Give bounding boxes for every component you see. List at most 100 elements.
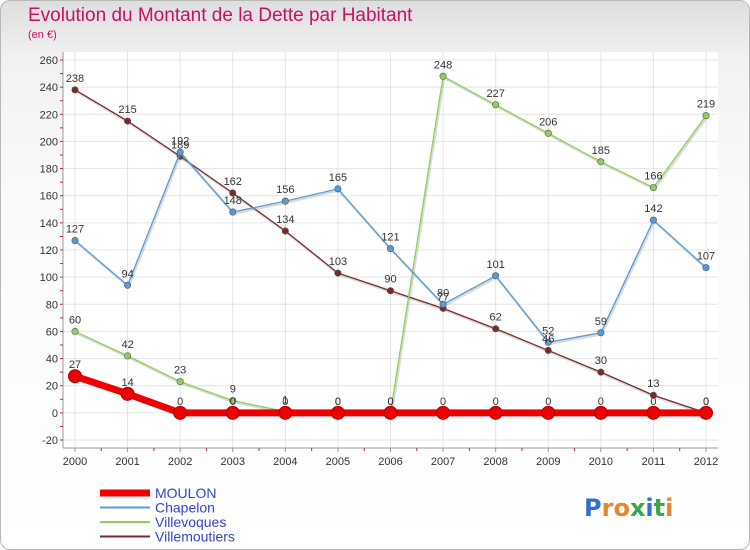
data-label-chapelon: 156: [276, 184, 294, 196]
y-tick-label: 20: [46, 381, 58, 393]
data-point-moulon: [278, 405, 293, 420]
data-point-villevoques: [492, 101, 500, 109]
data-label-chapelon: 127: [66, 224, 84, 236]
data-label-villemoutiers: 134: [276, 214, 294, 226]
y-tick-label: 140: [40, 218, 58, 230]
data-point-moulon: [436, 405, 451, 420]
data-label-moulon: 0: [282, 396, 288, 408]
logo-letter: t: [654, 494, 665, 522]
y-tick-label: 160: [40, 191, 58, 203]
logo-letter: P: [584, 494, 602, 522]
data-point-villevoques: [71, 327, 79, 335]
data-label-villevoques: 23: [174, 365, 186, 377]
data-label-villemoutiers: 90: [384, 274, 396, 286]
data-point-villemoutiers: [229, 189, 237, 197]
data-point-chapelon: [386, 245, 394, 253]
data-point-moulon: [383, 405, 398, 420]
y-tick-label: 220: [40, 109, 58, 121]
data-point-moulon: [225, 405, 240, 420]
data-label-chapelon: 192: [171, 135, 189, 147]
data-label-moulon: 27: [69, 359, 81, 371]
data-label-villemoutiers: 30: [595, 355, 607, 367]
data-point-chapelon: [71, 237, 79, 245]
data-label-chapelon: 148: [224, 195, 242, 207]
legend-label-villevoques: Villevoques: [155, 514, 226, 530]
data-point-moulon: [593, 405, 608, 420]
y-tick-label: -20: [42, 435, 58, 447]
data-point-villevoques: [544, 129, 552, 137]
x-tick-label: 2007: [431, 456, 455, 468]
data-point-villevoques: [597, 158, 605, 166]
data-label-villemoutiers: 215: [118, 104, 136, 116]
x-tick-label: 2011: [642, 456, 666, 468]
data-label-villevoques: 219: [697, 99, 715, 111]
data-label-villevoques: 60: [69, 314, 81, 326]
data-point-chapelon: [176, 148, 184, 156]
data-label-villevoques: 0: [335, 396, 341, 408]
data-label-villevoques: 166: [644, 171, 662, 183]
logo-letter: i: [645, 494, 653, 522]
data-label-moulon: 0: [230, 396, 236, 408]
logo-letter: i: [665, 494, 673, 522]
data-point-chapelon: [334, 185, 342, 193]
data-label-villevoques: 9: [230, 384, 236, 396]
data-label-chapelon: 121: [381, 232, 399, 244]
y-tick-label: 40: [46, 354, 58, 366]
data-label-chapelon: 142: [644, 203, 662, 215]
data-point-moulon: [699, 405, 713, 420]
data-point-chapelon: [544, 338, 552, 346]
data-point-villevoques: [229, 397, 237, 405]
data-point-moulon: [173, 405, 188, 420]
x-tick-label: 2009: [536, 456, 560, 468]
logo-letter: r: [602, 494, 614, 522]
data-point-chapelon: [281, 197, 289, 205]
data-point-villemoutiers: [386, 287, 394, 295]
x-tick-label: 2003: [221, 456, 245, 468]
data-label-villevoques: 227: [486, 88, 504, 100]
data-point-villemoutiers: [492, 325, 500, 333]
data-point-villemoutiers: [281, 227, 289, 235]
y-tick-label: 120: [40, 245, 58, 257]
data-label-villevoques: 42: [121, 339, 133, 351]
data-label-moulon: 14: [121, 377, 133, 389]
x-tick-label: 2010: [589, 456, 613, 468]
chart-subtitle: (en €): [28, 29, 57, 41]
data-point-villemoutiers: [124, 117, 132, 125]
logo-letter: o: [613, 494, 630, 522]
data-point-chapelon: [649, 216, 657, 224]
proxiti-logo: Proxiti: [584, 494, 673, 522]
logo-letter: x: [630, 494, 646, 522]
x-tick-label: 2008: [483, 456, 507, 468]
data-label-villemoutiers: 46: [542, 333, 554, 345]
data-label-villevoques: 248: [434, 59, 452, 71]
data-label-moulon: 0: [387, 396, 393, 408]
data-label-villevoques: 185: [592, 145, 610, 157]
data-label-moulon: 0: [703, 396, 709, 408]
legend-label-chapelon: Chapelon: [155, 500, 215, 516]
data-point-chapelon: [702, 264, 710, 272]
data-point-moulon: [646, 405, 661, 420]
data-label-moulon: 0: [598, 396, 604, 408]
data-label-moulon: 0: [177, 396, 183, 408]
data-label-villemoutiers: 62: [490, 312, 502, 324]
data-label-moulon: 0: [650, 396, 656, 408]
data-label-chapelon: 80: [437, 287, 449, 299]
data-label-moulon: 0: [335, 396, 341, 408]
data-point-chapelon: [492, 272, 500, 280]
data-point-villemoutiers: [597, 368, 605, 376]
data-point-chapelon: [124, 281, 132, 289]
x-tick-label: 2006: [378, 456, 402, 468]
x-tick-label: 2000: [63, 456, 87, 468]
y-tick-label: 260: [40, 55, 58, 67]
data-point-moulon: [68, 369, 82, 384]
data-point-villevoques: [439, 72, 447, 80]
data-point-villemoutiers: [544, 346, 552, 354]
chart-title: Evolution du Montant de la Dette par Hab…: [28, 5, 413, 26]
data-label-villemoutiers: 77: [437, 291, 449, 303]
data-label-villemoutiers: 13: [647, 378, 659, 390]
y-tick-label: 240: [40, 82, 58, 94]
data-point-villevoques: [649, 184, 657, 192]
legend-label-villemoutiers: Villemoutiers: [155, 529, 235, 545]
data-label-moulon: 0: [440, 396, 446, 408]
